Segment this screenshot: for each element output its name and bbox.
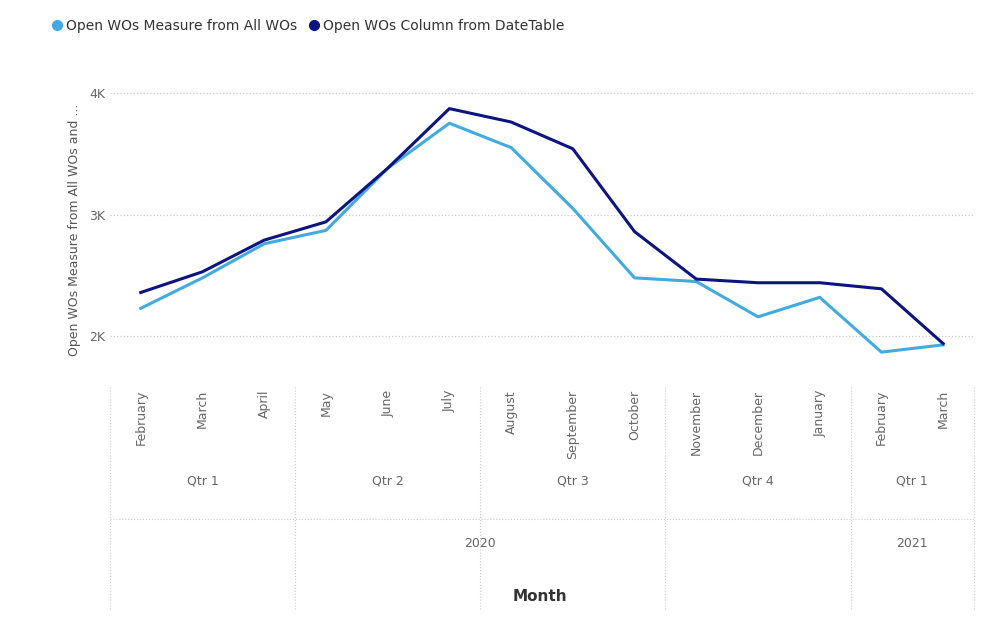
Text: Qtr 1: Qtr 1 [187,475,219,487]
Text: Qtr 3: Qtr 3 [557,475,588,487]
Text: Qtr 2: Qtr 2 [372,475,404,487]
Text: 2020: 2020 [465,537,497,550]
Y-axis label: Open WOs Measure from All WOs and ...: Open WOs Measure from All WOs and ... [68,104,81,356]
Text: Qtr 1: Qtr 1 [896,475,928,487]
Text: Qtr 4: Qtr 4 [742,475,774,487]
Legend: Open WOs Measure from All WOs, Open WOs Column from DateTable: Open WOs Measure from All WOs, Open WOs … [48,13,570,39]
Text: Month: Month [512,589,566,604]
Text: 2021: 2021 [896,537,928,550]
